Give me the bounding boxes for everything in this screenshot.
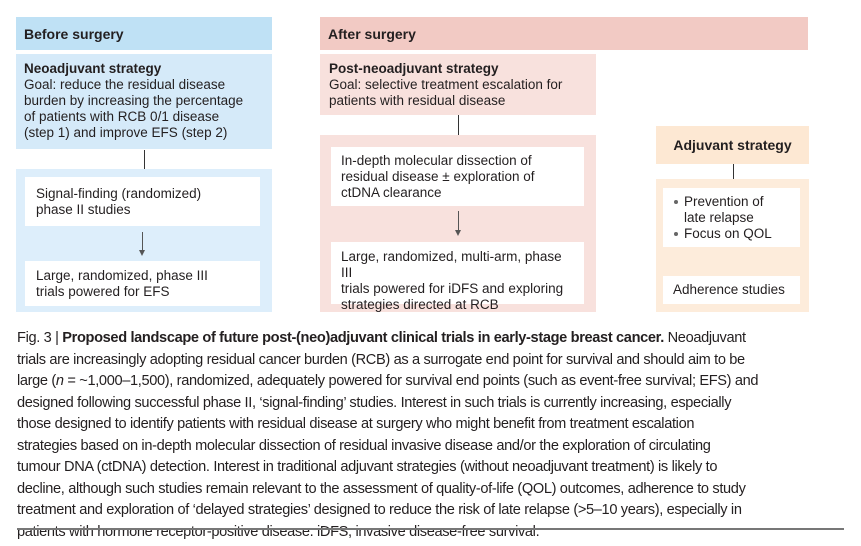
down-arrow-icon: [455, 211, 461, 236]
adjuvant-goal-line: late relapse: [684, 210, 754, 225]
post-neoadjuvant-strategy-box: Post-neoadjuvant strategy Goal: selectiv…: [320, 54, 596, 115]
phase-iii-efs-box: Large, randomized, phase III trials powe…: [25, 261, 260, 306]
neoadjuvant-strategy-title: Neoadjuvant strategy: [24, 61, 162, 76]
adherence-studies-box: Adherence studies: [663, 276, 800, 304]
caption-line: tumour DNA (ctDNA) detection. Interest i…: [17, 459, 718, 475]
phase-iii-idfs-box: Large, randomized, multi-arm, phase III …: [331, 242, 584, 312]
molecular-dissection-box: In-depth molecular dissection of residua…: [331, 147, 584, 206]
down-arrow-icon: [139, 232, 145, 256]
after-surgery-header: After surgery: [320, 17, 808, 50]
caption-text: Neoadjuvant: [663, 330, 746, 346]
neoadjuvant-goal-line: burden by increasing the percentage: [24, 93, 244, 108]
caption-line: large (n = ~1,000–1,500), randomized, ad…: [17, 371, 847, 393]
phase-iii-efs-line: Large, randomized, phase III: [36, 268, 208, 283]
caption-line: decline, although such studies remain re…: [17, 480, 746, 497]
molecular-dissection-line: In-depth molecular dissection of: [341, 153, 532, 168]
phase-iii-idfs-line: trials powered for iDFS and exploring: [341, 281, 564, 296]
neoadjuvant-goal-line: of patients with RCB 0/1 disease: [24, 109, 220, 124]
adjuvant-strategy-header: Adjuvant strategy: [656, 126, 809, 164]
caption-line: treatment and exploration of ‘delayed st…: [17, 502, 742, 518]
adjuvant-goals-list: Prevention of late relapse Focus on QOL: [673, 194, 790, 242]
neoadjuvant-goal-line: (step 1) and improve EFS (step 2): [24, 125, 228, 140]
neoadjuvant-goal-line: Goal: reduce the residual disease: [24, 77, 226, 92]
caption-divider: [17, 528, 844, 530]
adjuvant-goal-item: Focus on QOL: [673, 226, 790, 242]
signal-finding-line: Signal-finding (randomized): [36, 186, 202, 201]
adjuvant-goal-line: Prevention of: [684, 194, 764, 209]
before-surgery-header: Before surgery: [16, 17, 272, 50]
post-neoadjuvant-strategy-title: Post-neoadjuvant strategy: [329, 61, 499, 76]
molecular-dissection-line: residual disease ± exploration of: [341, 169, 535, 184]
connector-line: [458, 115, 459, 135]
figure-caption: Fig. 3 | Proposed landscape of future po…: [17, 328, 847, 543]
caption-line: strategies based on in-depth molecular d…: [17, 437, 711, 454]
phase-iii-idfs-line: Large, randomized, multi-arm, phase III: [341, 249, 562, 280]
phase-iii-idfs-line: strategies directed at RCB: [341, 297, 499, 312]
caption-text: large (: [17, 373, 56, 389]
molecular-dissection-line: ctDNA clearance: [341, 185, 442, 200]
caption-line: patients with hormone receptor-positive …: [17, 523, 540, 540]
caption-line: Fig. 3 | Proposed landscape of future po…: [17, 328, 847, 350]
caption-title: Proposed landscape of future post-(neo)a…: [62, 330, 664, 346]
caption-line: those designed to identify patients with…: [17, 416, 695, 432]
phase-iii-efs-line: trials powered for EFS: [36, 284, 170, 299]
neoadjuvant-strategy-box: Neoadjuvant strategy Goal: reduce the re…: [16, 54, 272, 149]
caption-line: trials are increasingly adopting residua…: [17, 351, 745, 368]
adjuvant-goals-box: Prevention of late relapse Focus on QOL: [663, 188, 800, 247]
figure-label: Fig. 3 |: [17, 330, 63, 346]
caption-italic-n: n: [55, 373, 64, 389]
caption-line: designed following successful phase II, …: [17, 394, 732, 411]
caption-text: = ~1,000–1,500), randomized, adequately …: [63, 373, 759, 389]
signal-finding-box: Signal-finding (randomized) phase II stu…: [25, 177, 260, 226]
signal-finding-line: phase II studies: [36, 202, 131, 217]
post-neoadjuvant-goal-line: Goal: selective treatment escalation for: [329, 77, 563, 92]
adjuvant-goal-item: Prevention of late relapse: [673, 194, 790, 226]
connector-line: [733, 164, 734, 179]
post-neoadjuvant-goal-line: patients with residual disease: [329, 93, 506, 108]
connector-line: [144, 150, 145, 169]
